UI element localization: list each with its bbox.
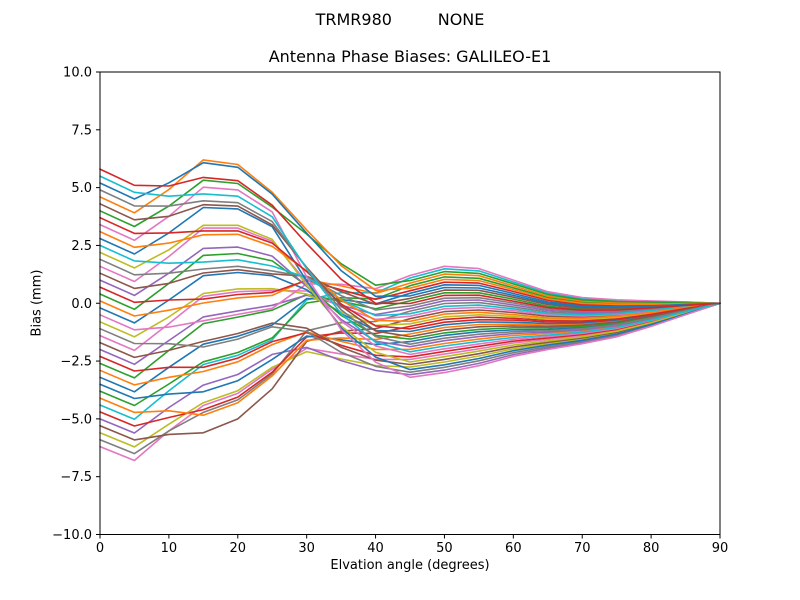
series-line: [99, 230, 721, 323]
x-tick-label: 40: [367, 541, 384, 556]
figure-suptitle: TRMR980 NONE: [315, 10, 485, 29]
series-line: [99, 189, 721, 346]
y-tick-label: 2.5: [71, 239, 92, 254]
series-line: [99, 287, 721, 338]
series-line: [99, 302, 721, 427]
series-line: [99, 302, 721, 434]
series-line: [99, 279, 721, 307]
series-line: [99, 216, 721, 330]
series-line: [99, 267, 721, 421]
series-line: [99, 244, 721, 317]
chart-title: Antenna Phase Biases: GALILEO-E1: [268, 47, 552, 66]
x-tick-label: 80: [643, 541, 660, 556]
series-line: [99, 203, 721, 338]
series-line: [99, 302, 721, 417]
x-axis-label: Elvation angle (degrees): [330, 558, 490, 573]
x-tick-label: 30: [298, 541, 315, 556]
series-line: [99, 302, 721, 462]
series-line: [99, 302, 721, 448]
series-line: [99, 276, 721, 407]
series-line: [99, 291, 721, 379]
y-tick-label: 10.0: [63, 66, 92, 81]
series-line: [99, 283, 721, 393]
x-tick-label: 60: [505, 541, 522, 556]
series-line: [99, 302, 721, 372]
series-line: [99, 186, 721, 379]
series-line: [99, 161, 721, 309]
y-tick-label: 5.0: [71, 181, 92, 196]
series-line: [99, 265, 721, 331]
y-tick-label: −5.0: [60, 412, 92, 427]
series-line: [99, 252, 721, 340]
series-line: [99, 258, 721, 313]
series-line: [99, 159, 721, 306]
series-line: [99, 206, 721, 371]
series-line: [99, 273, 721, 317]
series-line: [99, 302, 721, 366]
series-line: [99, 268, 721, 309]
series-line: [99, 271, 721, 333]
series-line: [99, 224, 721, 363]
x-tick-label: 90: [712, 541, 729, 556]
series-line: [99, 302, 721, 441]
series-line: [99, 175, 721, 353]
y-tick-label: 7.5: [71, 123, 92, 138]
series-line: [99, 227, 721, 356]
y-tick-label: 0.0: [71, 297, 92, 312]
series-line: [99, 294, 721, 366]
series-line: [99, 289, 721, 352]
x-tick-label: 70: [574, 541, 591, 556]
y-tick-label: −2.5: [60, 355, 92, 370]
series-line: [99, 302, 721, 400]
x-tick-label: 0: [96, 541, 104, 556]
series-line: [99, 168, 721, 312]
series-line: [99, 246, 721, 348]
series-line: [99, 302, 721, 386]
series-line: [99, 301, 721, 455]
series-line: [99, 179, 721, 305]
y-tick-label: −7.5: [60, 470, 92, 485]
y-tick-label: −10.0: [52, 528, 92, 543]
series-line: [99, 302, 721, 374]
x-tick-label: 10: [161, 541, 178, 556]
y-axis-label: Bias (mm): [29, 269, 45, 337]
x-tick-label: 50: [436, 541, 453, 556]
x-tick-label: 20: [230, 541, 247, 556]
